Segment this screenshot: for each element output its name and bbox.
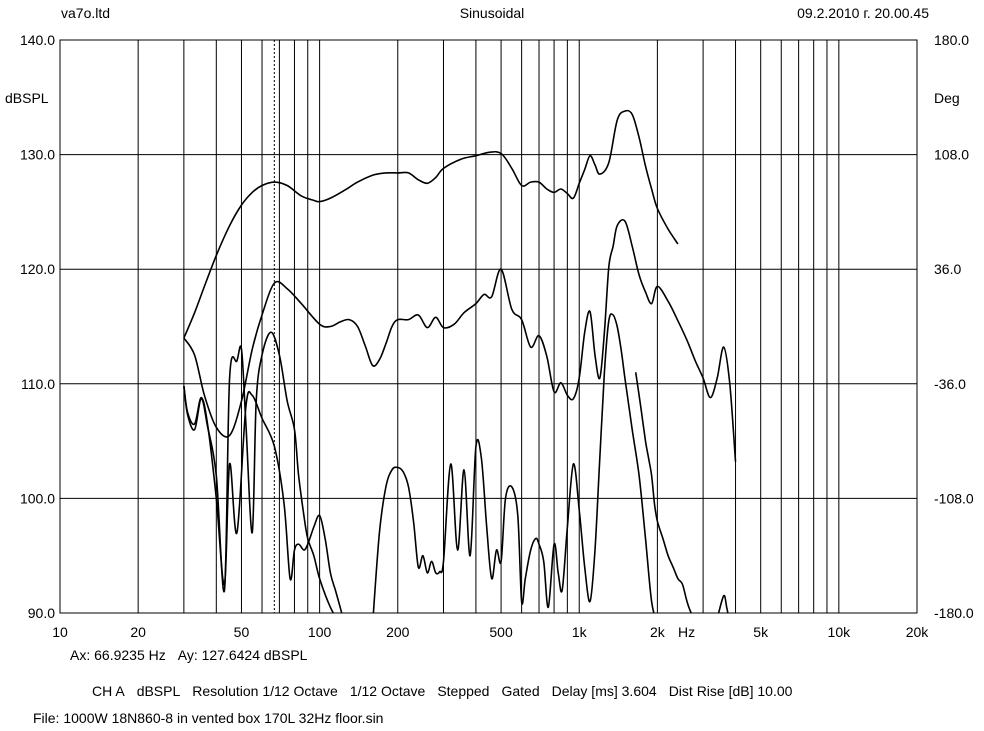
- x-tick-label: 500: [489, 624, 513, 640]
- plot-area: [59, 39, 918, 614]
- chart-header-title: Sinusoidal: [459, 5, 525, 21]
- setting-channel: CH A: [92, 683, 125, 699]
- x-tick-label: 2k: [650, 624, 666, 640]
- setting-units: dBSPL: [136, 683, 181, 699]
- x-tick-label: 1k: [572, 624, 588, 640]
- x-tick-label: 10: [52, 624, 68, 640]
- x-tick-label: 20k: [906, 624, 930, 640]
- setting-smoothing: 1/12 Octave: [349, 683, 426, 699]
- y-tick-label-left: 140.0: [20, 32, 55, 48]
- series-line-6: [634, 372, 729, 613]
- x-axis-unit-label: Hz: [678, 624, 695, 640]
- series-line-1: [183, 109, 679, 339]
- x-tick-label: 100: [308, 624, 332, 640]
- x-tick-label: 5k: [753, 624, 769, 640]
- y-tick-label-left: 130.0: [20, 147, 55, 163]
- y-tick-label-right: 108.0: [934, 147, 969, 163]
- cursor-y-value: Ay: 127.6424 dBSPL: [177, 647, 308, 663]
- header-timestamp: 09.2.2010 г. 20.00.45: [797, 5, 929, 21]
- setting-gating: Gated: [501, 683, 540, 699]
- y-tick-label-right: -180.0: [934, 605, 974, 621]
- y-tick-label-right: 180.0: [934, 32, 969, 48]
- y-tick-label-left: 120.0: [20, 261, 55, 277]
- cursor-readout: Ax: 66.9235 Hz Ay: 127.6424 dBSPL: [70, 647, 307, 663]
- cursor-x-value: Ax: 66.9235 Hz: [70, 647, 166, 663]
- y-tick-label-left: 100.0: [20, 490, 55, 506]
- setting-resolution: Resolution 1/12 Octave: [192, 683, 338, 699]
- measurement-settings: CH A dBSPL Resolution 1/12 Octave 1/12 Octa…: [92, 683, 804, 699]
- axis-labels: 10 20 50 100 200 500 1k 2k 5k 10k 20k 90.0 100.0 110.…: [20, 32, 974, 640]
- y-tick-label-right: -36.0: [934, 376, 966, 392]
- file-name: File: 1000W 18N860-8 in vented box 170L …: [33, 710, 384, 726]
- series-line-2: [183, 218, 737, 462]
- header-left-label: va7o.ltd: [61, 5, 111, 21]
- setting-dist-rise: Dist Rise [dB] 10.00: [668, 683, 793, 699]
- x-tick-label: 200: [386, 624, 410, 640]
- x-tick-label: 50: [234, 624, 250, 640]
- x-tick-label: 20: [130, 624, 146, 640]
- y-tick-label-left: 90.0: [28, 605, 55, 621]
- setting-sweep-mode: Stepped: [437, 683, 490, 699]
- series-line-4: [183, 385, 343, 613]
- y-tick-label-left: 110.0: [21, 376, 55, 392]
- y-axis-label-left: dBSPL: [5, 90, 49, 106]
- y-tick-label-right: 36.0: [934, 261, 961, 277]
- frequency-response-chart: 10 20 50 100 200 500 1k 2k 5k 10k 20k 90.0 100.0 110.…: [5, 32, 974, 640]
- setting-delay: Delay [ms] 3.604: [551, 683, 657, 699]
- series-line-5: [372, 313, 655, 613]
- grid: [60, 40, 917, 613]
- y-axis-label-right: Deg: [934, 90, 960, 106]
- y-tick-label-right: -108.0: [934, 490, 974, 506]
- series-group: [183, 109, 737, 613]
- x-tick-label: 10k: [828, 624, 852, 640]
